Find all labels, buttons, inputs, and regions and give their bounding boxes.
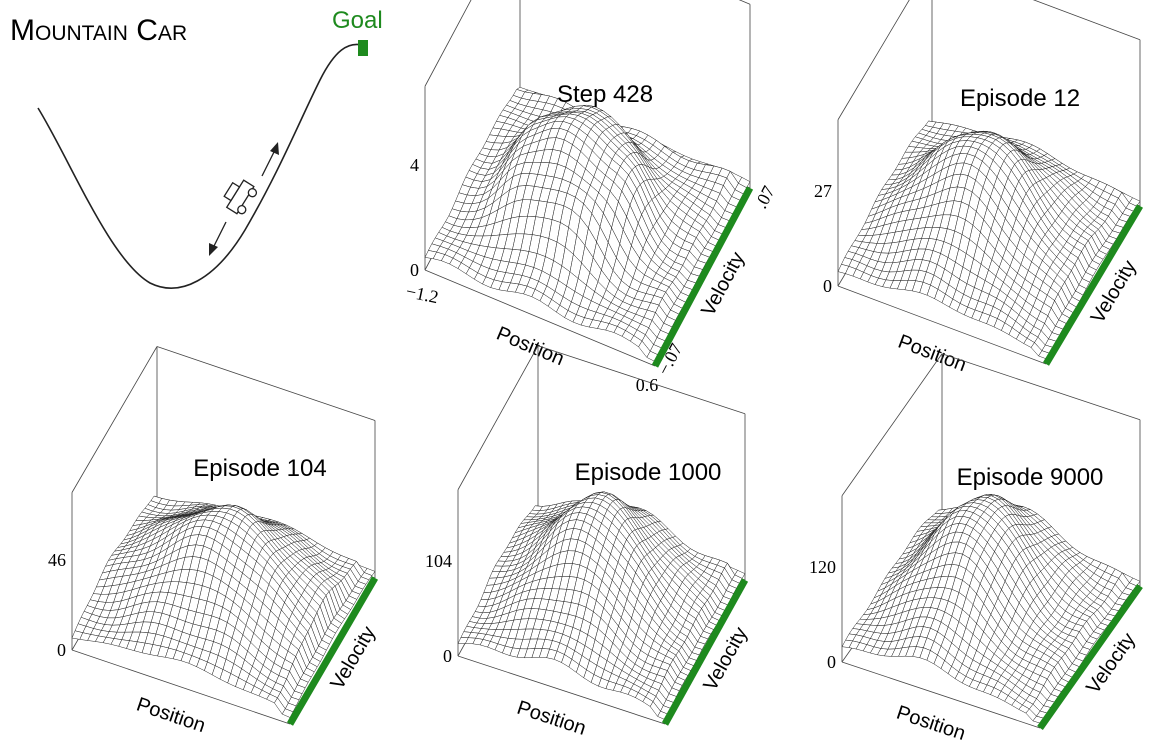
box-edge bbox=[1032, 0, 1141, 41]
x-axis-label: Position bbox=[894, 702, 968, 745]
box-edge bbox=[841, 353, 943, 496]
box-edge bbox=[941, 353, 1141, 421]
box-edge bbox=[738, 0, 751, 5]
x-axis-label: Position bbox=[493, 323, 567, 371]
box-edge bbox=[837, 0, 910, 120]
box-edge bbox=[156, 346, 376, 421]
x-max-label: 0.6 bbox=[636, 375, 659, 395]
panel-title: Episode 12 bbox=[960, 85, 1080, 112]
box-edge bbox=[71, 649, 291, 725]
mountain-curve bbox=[37, 43, 363, 289]
velocity-axis bbox=[651, 186, 754, 368]
arrow-head bbox=[209, 243, 218, 256]
box-edge bbox=[457, 655, 666, 725]
goal-label: Goal bbox=[332, 7, 383, 34]
goal-flag bbox=[358, 40, 368, 56]
arrow-up bbox=[261, 147, 277, 177]
x-min-label: −1.2 bbox=[404, 281, 440, 307]
z-max-label: 104 bbox=[425, 551, 452, 571]
x-axis-label: Position bbox=[134, 693, 208, 737]
x-axis-label: Position bbox=[895, 331, 969, 377]
wheel bbox=[237, 205, 247, 215]
z-min-label: 0 bbox=[410, 260, 419, 280]
arrow-head bbox=[270, 142, 279, 155]
velocity-axis bbox=[1037, 583, 1143, 731]
x-axis-label: Position bbox=[514, 697, 588, 740]
box-edge bbox=[841, 661, 1041, 729]
velocity-axis bbox=[286, 576, 379, 726]
velocity-axis bbox=[1042, 204, 1144, 366]
z-max-label: 27 bbox=[814, 181, 832, 201]
z-min-label: 0 bbox=[443, 646, 452, 666]
wheel bbox=[247, 188, 258, 198]
z-min-label: 0 bbox=[827, 652, 836, 672]
z-max-label: 46 bbox=[48, 550, 66, 570]
velocity-axis bbox=[661, 578, 749, 726]
surface-cell bbox=[281, 708, 294, 718]
panel-title: Episode 1000 bbox=[575, 459, 722, 486]
box-edge bbox=[424, 269, 656, 367]
box-edge bbox=[537, 345, 746, 415]
box-edge bbox=[837, 285, 1047, 365]
box-edge bbox=[457, 345, 539, 490]
z-max-label: 120 bbox=[809, 557, 836, 577]
box-edge bbox=[424, 0, 472, 87]
y-max-label: .07 bbox=[751, 183, 779, 212]
z-max-label: 4 bbox=[410, 155, 419, 175]
panel-title: Episode 104 bbox=[193, 455, 326, 482]
car bbox=[223, 179, 258, 215]
car-cab bbox=[223, 181, 241, 202]
figure-title: Mountain Car bbox=[10, 14, 187, 47]
z-min-label: 0 bbox=[823, 276, 832, 296]
box-edge bbox=[71, 346, 158, 493]
arrow-down bbox=[211, 221, 227, 251]
panel-title: Episode 9000 bbox=[957, 464, 1104, 491]
panel-title: Step 428 bbox=[557, 81, 653, 108]
z-min-label: 0 bbox=[57, 640, 66, 660]
